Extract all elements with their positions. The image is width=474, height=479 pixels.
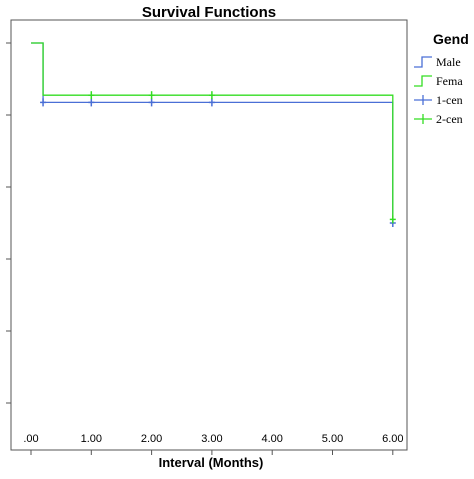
x-tick-label: 1.00: [81, 433, 102, 445]
y-axis: [6, 42, 11, 404]
x-axis-label: Interval (Months): [159, 455, 264, 470]
plot-frame: [10, 19, 408, 451]
x-tick-label: 5.00: [322, 433, 343, 445]
x-tick-label: 4.00: [261, 433, 282, 445]
x-tick-label: .00: [23, 433, 38, 445]
legend-label: Male: [436, 55, 461, 69]
censor-mark: [208, 91, 215, 100]
censor-mark: [88, 91, 95, 100]
legend-title: Gend: [433, 31, 469, 47]
legend-swatch: [414, 56, 432, 68]
legend-label: 1-cen: [436, 93, 463, 107]
x-tick-label: 6.00: [382, 433, 403, 445]
censor-marks: [40, 91, 396, 227]
censor-mark: [88, 98, 95, 107]
legend-swatch: [414, 75, 432, 87]
censor-mark: [40, 98, 47, 107]
x-tick-label: 3.00: [201, 433, 222, 445]
censor-mark: [148, 91, 155, 100]
censor-mark: [389, 215, 396, 224]
chart-title: Survival Functions: [142, 4, 276, 21]
x-axis: .00 1.00 2.00 3.00 4.00 5.00 6.00: [23, 433, 404, 455]
censor-mark: [148, 98, 155, 107]
series-line-fema: [31, 42, 394, 220]
legend-label: 2-cen: [436, 112, 463, 126]
legend-entry: Male: [414, 55, 461, 69]
x-tick-label: 2.00: [141, 433, 162, 445]
legend-label: Fema: [436, 74, 463, 88]
legend-entry: 1-cen: [414, 93, 463, 107]
censor-mark: [208, 98, 215, 107]
legend-entry: 2-cen: [414, 112, 463, 126]
legend-entry: Fema: [414, 74, 463, 88]
legend: Gend Male Fema 1-cen 2-cen: [414, 31, 469, 126]
